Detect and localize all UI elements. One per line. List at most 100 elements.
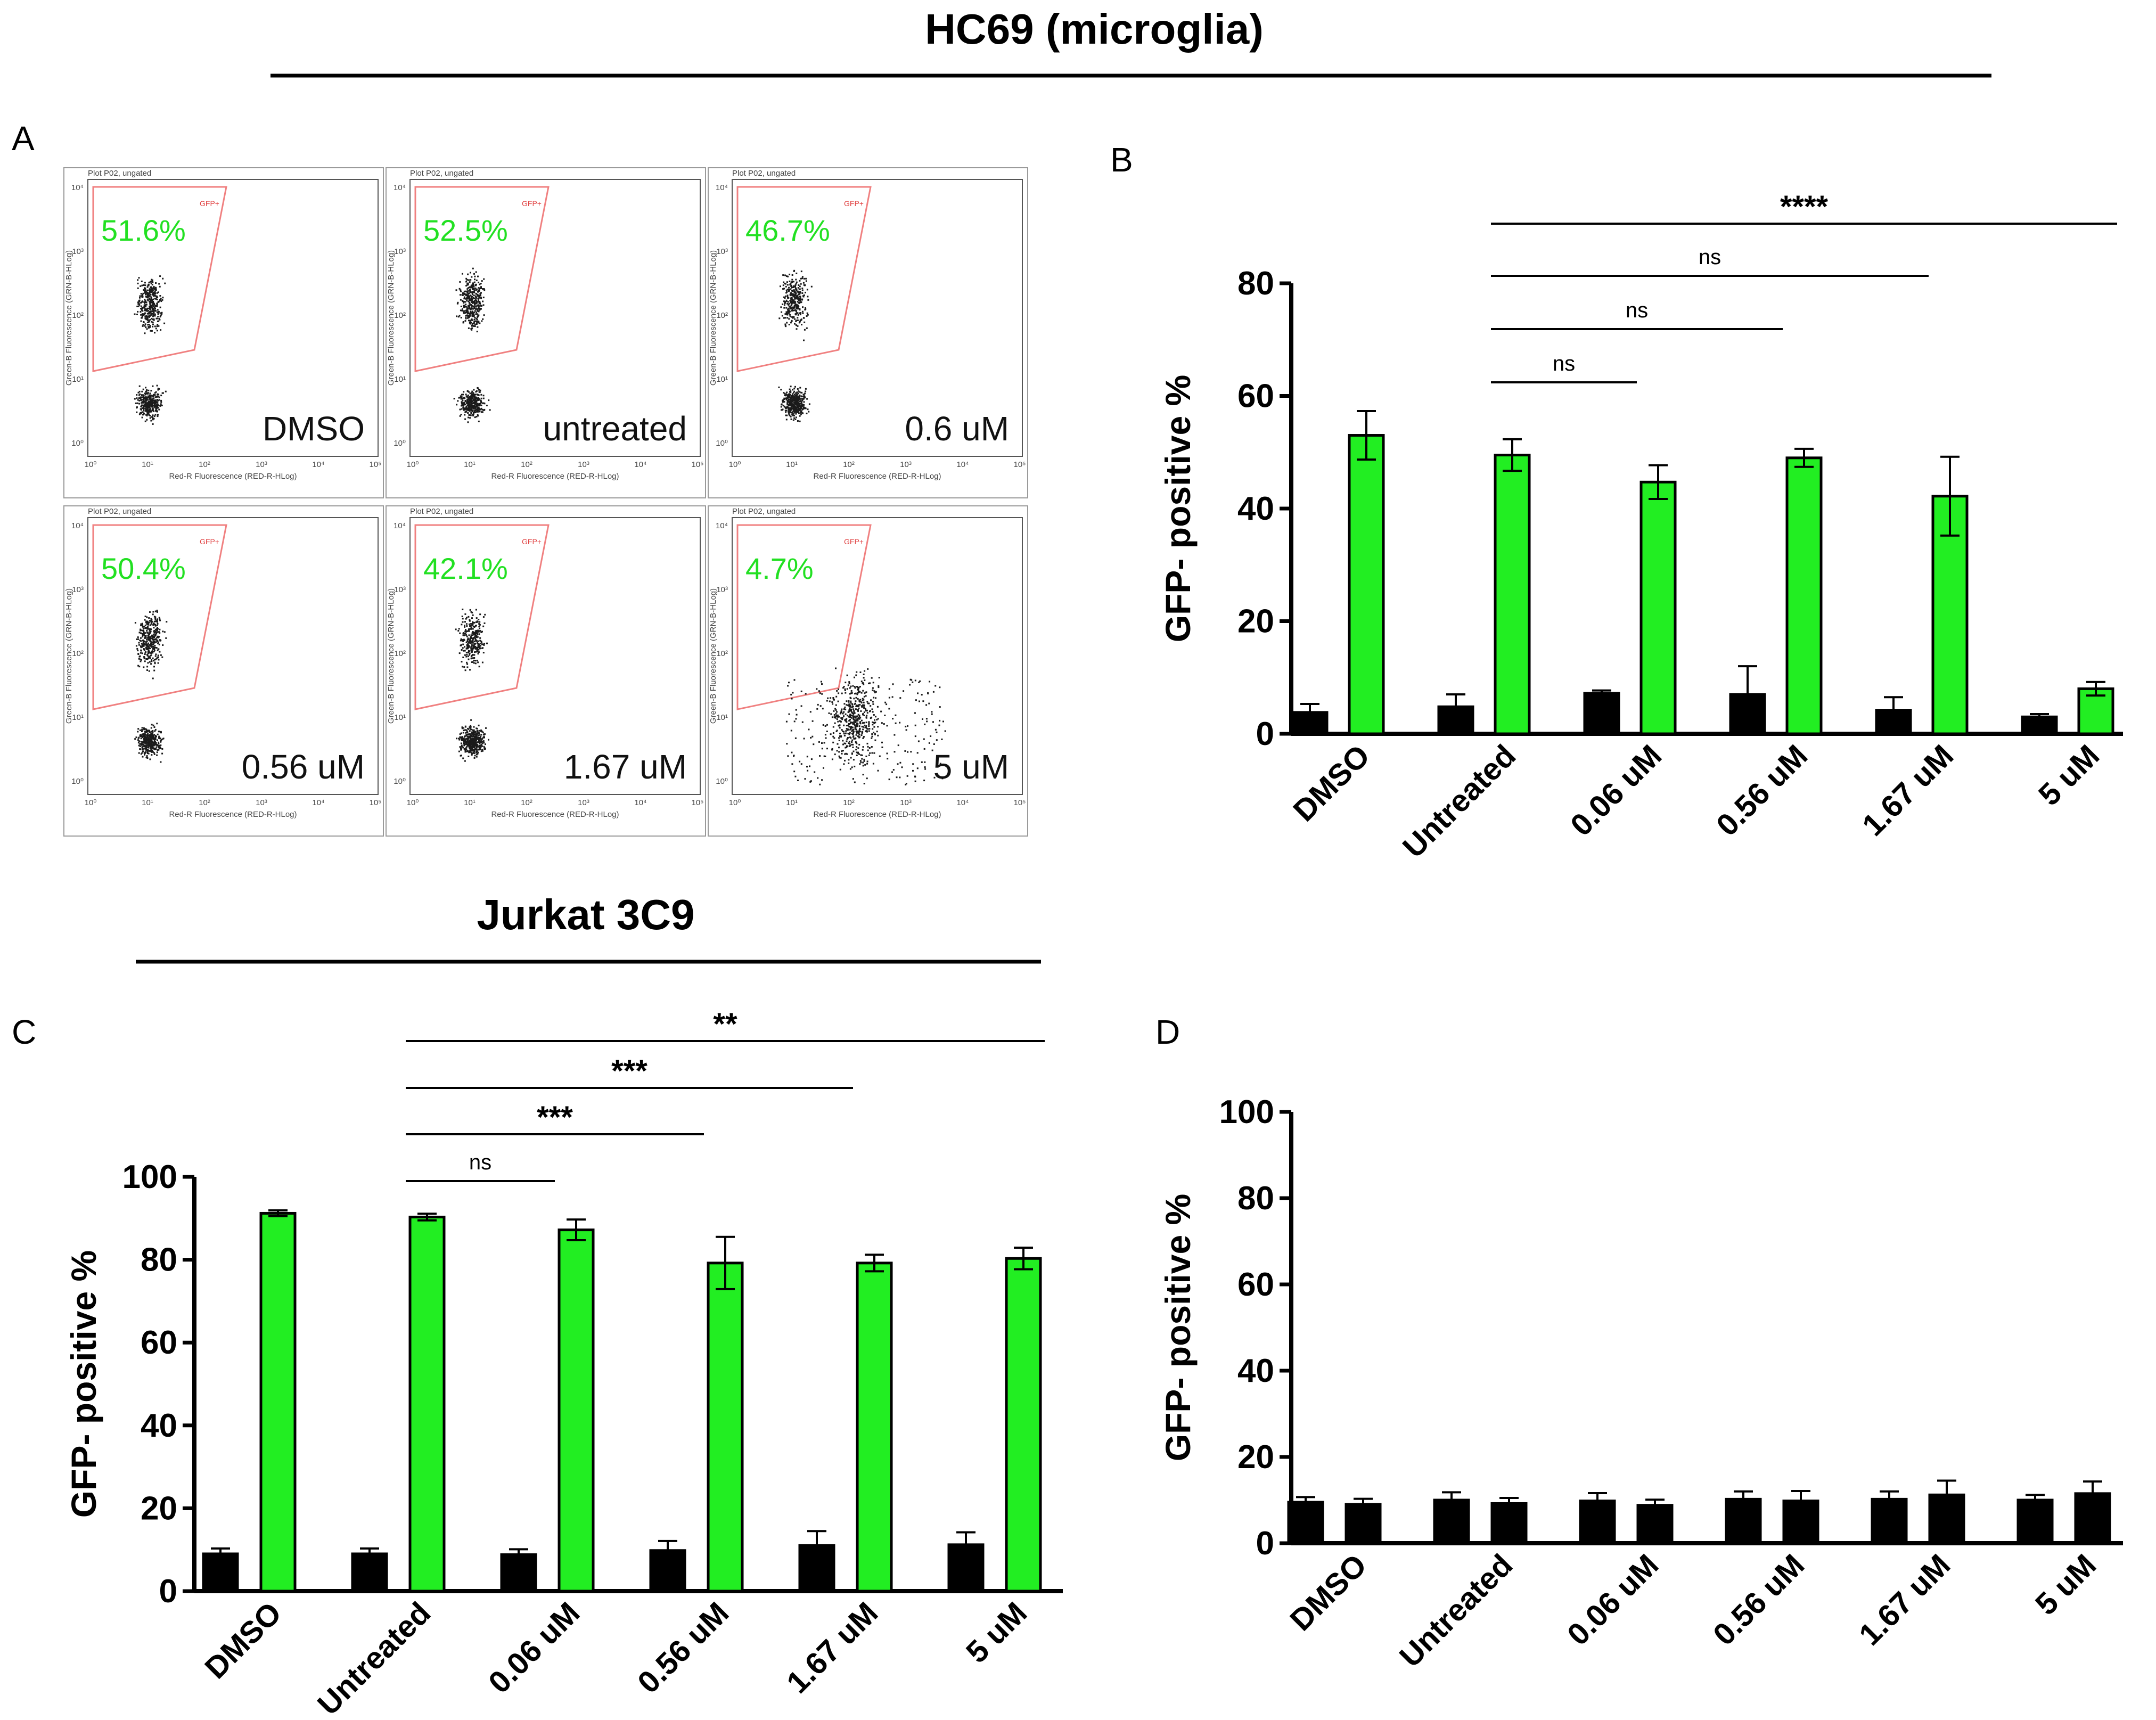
event-dot bbox=[465, 285, 468, 286]
event-dot bbox=[474, 323, 476, 325]
event-dot bbox=[873, 752, 875, 754]
event-dot bbox=[146, 616, 148, 618]
event-dot bbox=[784, 302, 786, 304]
event-dot bbox=[154, 638, 157, 640]
event-dot bbox=[154, 628, 157, 630]
event-dot bbox=[138, 277, 140, 279]
bar bbox=[1871, 1497, 1908, 1545]
event-dot bbox=[149, 611, 151, 613]
event-dot bbox=[479, 743, 481, 744]
event-dot bbox=[148, 298, 150, 300]
event-dot bbox=[783, 300, 785, 302]
event-dot bbox=[797, 388, 799, 390]
event-dot bbox=[471, 297, 473, 299]
event-dot bbox=[151, 404, 153, 406]
event-dot bbox=[780, 389, 782, 391]
event-dot bbox=[155, 633, 158, 635]
event-dot bbox=[157, 631, 159, 633]
event-dot bbox=[479, 734, 481, 736]
event-dot bbox=[152, 287, 154, 289]
event-dot bbox=[794, 286, 796, 288]
event-dot bbox=[850, 700, 852, 702]
event-dot bbox=[795, 416, 797, 419]
event-dot bbox=[461, 727, 463, 730]
event-dot bbox=[478, 314, 480, 316]
event-dot bbox=[152, 613, 154, 616]
event-dot bbox=[466, 288, 469, 290]
event-dot bbox=[147, 637, 150, 639]
event-dot bbox=[146, 292, 149, 293]
event-dot bbox=[145, 301, 147, 304]
event-dot bbox=[477, 741, 479, 743]
event-dot bbox=[154, 619, 157, 621]
event-dot bbox=[476, 632, 478, 634]
y-tick-label: 40 bbox=[141, 1407, 177, 1444]
event-dot bbox=[139, 743, 141, 745]
event-dot bbox=[858, 730, 860, 732]
event-dot bbox=[473, 749, 475, 751]
event-dot bbox=[463, 402, 465, 404]
event-dot bbox=[161, 656, 163, 658]
event-dot bbox=[843, 724, 845, 726]
event-dot bbox=[874, 722, 876, 724]
event-dot bbox=[147, 628, 149, 630]
event-dot bbox=[461, 744, 463, 747]
event-dot bbox=[469, 302, 471, 304]
event-dot bbox=[790, 403, 792, 405]
event-dot bbox=[453, 398, 455, 400]
event-dot bbox=[857, 692, 859, 694]
event-dot bbox=[157, 414, 159, 416]
event-dot bbox=[157, 642, 159, 644]
event-dot bbox=[785, 312, 788, 314]
event-dot bbox=[156, 396, 158, 398]
event-dot bbox=[148, 308, 150, 309]
event-dot bbox=[465, 630, 467, 633]
event-dot bbox=[824, 725, 826, 727]
event-dot bbox=[924, 768, 927, 770]
event-dot bbox=[463, 744, 465, 747]
bar bbox=[1287, 1501, 1324, 1545]
event-dot bbox=[789, 314, 791, 316]
event-dot bbox=[470, 395, 472, 397]
event-dot bbox=[141, 404, 143, 406]
event-dot bbox=[790, 418, 792, 420]
event-dot bbox=[137, 636, 139, 638]
event-dot bbox=[472, 297, 474, 299]
event-dot bbox=[476, 747, 478, 749]
event-dot bbox=[480, 287, 482, 289]
event-dot bbox=[145, 735, 147, 737]
event-dot bbox=[470, 611, 472, 613]
event-dot bbox=[466, 396, 468, 398]
event-dot bbox=[853, 720, 855, 722]
event-dot bbox=[474, 636, 476, 638]
event-dot bbox=[157, 404, 159, 406]
event-dot bbox=[466, 730, 468, 732]
event-dot bbox=[147, 392, 149, 394]
event-dot bbox=[143, 743, 144, 746]
event-dot bbox=[868, 682, 870, 684]
event-dot bbox=[464, 621, 466, 623]
event-dot bbox=[471, 398, 473, 400]
event-dot bbox=[794, 386, 796, 388]
event-dot bbox=[480, 729, 482, 731]
event-dot bbox=[791, 414, 793, 416]
event-dot bbox=[149, 631, 151, 633]
event-dot bbox=[137, 399, 139, 401]
event-dot bbox=[468, 646, 470, 649]
event-dot bbox=[798, 410, 799, 412]
event-dot bbox=[472, 283, 474, 285]
event-dot bbox=[465, 732, 467, 734]
event-dot bbox=[792, 408, 794, 410]
event-dot bbox=[475, 409, 477, 411]
event-dot bbox=[159, 312, 161, 314]
event-dot bbox=[465, 623, 468, 625]
event-dot bbox=[151, 745, 153, 747]
event-dot bbox=[923, 780, 925, 782]
event-dot bbox=[137, 305, 140, 307]
event-dot bbox=[480, 402, 482, 403]
event-dot bbox=[798, 395, 800, 397]
event-dot bbox=[471, 392, 473, 394]
category-label: 0.56 uM bbox=[631, 1595, 735, 1700]
event-dot bbox=[469, 290, 471, 292]
event-dot bbox=[835, 709, 837, 711]
